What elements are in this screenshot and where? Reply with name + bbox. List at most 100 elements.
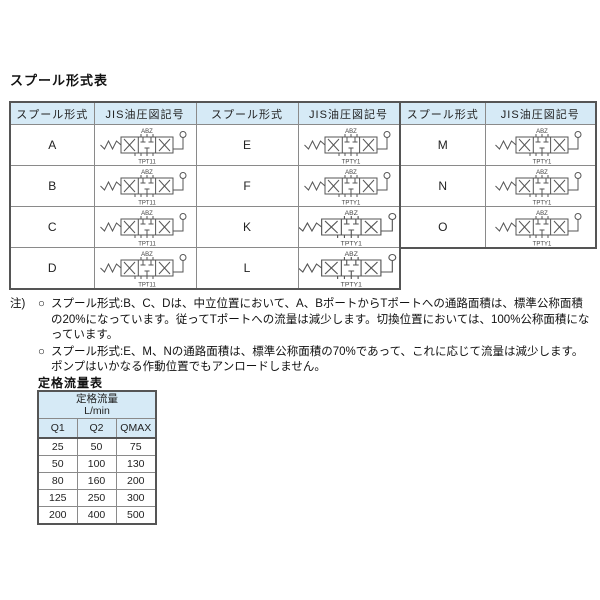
- flow-value: 100: [76, 455, 117, 473]
- flow-value: 130: [115, 455, 157, 473]
- svg-text:ABZ: ABZ: [141, 252, 153, 258]
- flow-header-span: 定格流量 L/min: [37, 390, 157, 419]
- col-header-qmax: QMAX: [115, 418, 157, 439]
- spool-letter-M: M: [399, 124, 486, 166]
- table-row: M ABZ TPTY1: [399, 124, 596, 166]
- flow-subheader-row: Q1 Q2 QMAX: [37, 418, 157, 439]
- circle-marker: ○: [38, 298, 45, 310]
- spool-table-area: スプール形式 JIS油圧図記号 スプール形式 JIS油圧図記号 A ABZ TP…: [9, 101, 597, 290]
- col-header-q1: Q1: [37, 418, 78, 439]
- flow-value: 125: [37, 489, 78, 507]
- valve-symbol-L: ABZ TPTY1: [298, 248, 399, 288]
- col-header-jis-symbol-3: JIS油圧図記号: [485, 101, 596, 125]
- valve-symbol-C: ABZ TPT11: [95, 208, 195, 248]
- table-row: 50 100 130: [37, 455, 157, 473]
- valve-symbol-D: ABZ TPT11: [95, 248, 195, 289]
- svg-text:ABZ: ABZ: [344, 210, 357, 217]
- spool-letter-F: F: [195, 165, 299, 207]
- spool-table-title: スプール形式表: [10, 73, 109, 88]
- table-row: 80 160 200: [37, 472, 157, 490]
- spool-letter-N: N: [399, 165, 486, 207]
- svg-text:ABZ: ABZ: [536, 129, 548, 135]
- svg-text:TPT11: TPT11: [138, 201, 156, 207]
- svg-text:ABZ: ABZ: [141, 129, 153, 135]
- table-row: A ABZ TPT11 E ABZ TPTY1: [9, 124, 400, 166]
- valve-symbol-O: ABZ TPTY1: [487, 207, 595, 248]
- valve-symbol-A: ABZ TPT11: [95, 126, 195, 166]
- spool-table-left: スプール形式 JIS油圧図記号 スプール形式 JIS油圧図記号 A ABZ TP…: [9, 101, 401, 290]
- flow-value: 80: [37, 472, 78, 490]
- table-row: O ABZ TPTY1: [399, 206, 596, 249]
- note-item-2: ○ スプール形式:E、M、Nの通路面積は、標準公称面積の70%であって、これに応…: [38, 345, 594, 376]
- svg-text:ABZ: ABZ: [141, 211, 153, 217]
- valve-symbol-N: ABZ TPTY1: [487, 167, 595, 207]
- flow-value: 50: [76, 437, 117, 456]
- spool-letter-O: O: [399, 206, 486, 249]
- valve-symbol-B: ABZ TPT11: [95, 167, 195, 207]
- spool-letter-L: L: [195, 247, 299, 290]
- svg-text:TPT11: TPT11: [138, 242, 156, 248]
- flow-header-unit: L/min: [84, 405, 110, 417]
- table-row: 125 250 300: [37, 489, 157, 507]
- spool-letter-B: B: [9, 165, 95, 207]
- spool-letter-K: K: [195, 206, 299, 248]
- flow-value: 400: [76, 506, 117, 525]
- col-header-jis-symbol-2: JIS油圧図記号: [297, 101, 400, 125]
- flow-value: 200: [37, 506, 78, 525]
- svg-text:ABZ: ABZ: [345, 170, 357, 176]
- spool-letter-C: C: [9, 206, 95, 248]
- spool-header-row: スプール形式 JIS油圧図記号 スプール形式 JIS油圧図記号: [9, 101, 400, 125]
- flow-table: 定格流量 L/min Q1 Q2 QMAX 25 50 75 50 100 13…: [37, 390, 157, 525]
- flow-header-row: 定格流量 L/min: [37, 390, 157, 419]
- flow-value: 500: [115, 506, 157, 525]
- note-item-1: ○ スプール形式:B、C、Dは、中立位置において、A、BポートからTポートへの通…: [38, 297, 594, 344]
- note-text: スプール形式:E、M、Nの通路面積は、標準公称面積の70%であって、これに応じて…: [51, 345, 584, 374]
- spool-table-right: スプール形式 JIS油圧図記号 M ABZ TPTY1 N ABZ TPTY1 …: [398, 101, 597, 249]
- svg-text:ABZ: ABZ: [344, 251, 357, 258]
- table-row: N ABZ TPTY1: [399, 165, 596, 207]
- flow-value: 50: [37, 455, 78, 473]
- note-text: スプール形式:B、C、Dは、中立位置において、A、BポートからTポートへの通路面…: [51, 298, 590, 341]
- valve-symbol-E: ABZ TPTY1: [299, 126, 399, 166]
- col-header-jis-symbol-1: JIS油圧図記号: [93, 101, 197, 125]
- svg-text:ABZ: ABZ: [345, 129, 357, 135]
- spool-letter-D: D: [9, 247, 95, 290]
- flow-value: 250: [76, 489, 117, 507]
- svg-text:TPTY1: TPTY1: [533, 160, 552, 166]
- valve-symbol-F: ABZ TPTY1: [299, 167, 399, 207]
- svg-text:ABZ: ABZ: [141, 170, 153, 176]
- valve-symbol-M: ABZ TPTY1: [487, 126, 595, 166]
- svg-text:TPTY1: TPTY1: [341, 160, 360, 166]
- svg-text:ABZ: ABZ: [536, 211, 548, 217]
- flow-table-title: 定格流量表: [38, 376, 104, 390]
- svg-text:TPT11: TPT11: [138, 160, 156, 166]
- flow-value: 25: [37, 437, 78, 456]
- svg-text:TPTY1: TPTY1: [340, 241, 362, 247]
- col-header-spool-type-2: スプール形式: [195, 101, 299, 125]
- spool-header-row: スプール形式 JIS油圧図記号: [399, 101, 596, 125]
- svg-text:ABZ: ABZ: [536, 170, 548, 176]
- svg-text:TPTY1: TPTY1: [533, 201, 552, 207]
- col-header-spool-type-1: スプール形式: [9, 101, 95, 125]
- flow-value: 300: [115, 489, 157, 507]
- svg-text:TPTY1: TPTY1: [340, 282, 362, 288]
- flow-header-title: 定格流量: [76, 393, 118, 405]
- table-row: 25 50 75: [37, 437, 157, 456]
- svg-text:TPTY1: TPTY1: [341, 201, 360, 207]
- svg-text:TPTY1: TPTY1: [533, 242, 552, 248]
- spool-letter-E: E: [195, 124, 299, 166]
- table-row: C ABZ TPT11 K ABZ TPTY1: [9, 206, 400, 248]
- notes-section: 注) ○ スプール形式:B、C、Dは、中立位置において、A、BポートからTポート…: [10, 297, 594, 377]
- table-row: 200 400 500: [37, 506, 157, 525]
- flow-value: 200: [115, 472, 157, 490]
- table-row: B ABZ TPT11 F ABZ TPTY1: [9, 165, 400, 207]
- spool-letter-A: A: [9, 124, 95, 166]
- col-header-q2: Q2: [76, 418, 117, 439]
- flow-value: 160: [76, 472, 117, 490]
- svg-text:TPT11: TPT11: [138, 283, 156, 289]
- valve-symbol-K: ABZ TPTY1: [298, 208, 399, 247]
- circle-marker: ○: [38, 345, 45, 358]
- table-row: D ABZ TPT11 L ABZ TPTY1: [9, 247, 400, 290]
- notes-label: 注): [10, 298, 26, 310]
- flow-value: 75: [115, 437, 157, 456]
